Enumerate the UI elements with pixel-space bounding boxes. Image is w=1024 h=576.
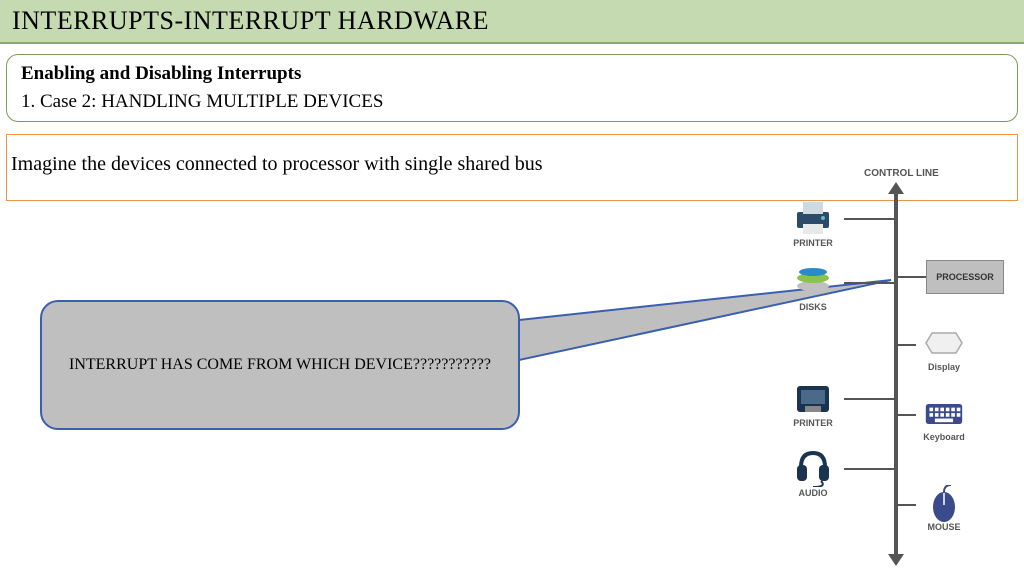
title-bar: INTERRUPTS-INTERRUPT HARDWARE (0, 0, 1024, 44)
printer-icon (791, 198, 835, 236)
keyboard-icon (924, 398, 964, 430)
device-connector (844, 282, 894, 284)
device-label: Display (914, 362, 974, 372)
disks-icon (791, 262, 835, 300)
case-line: 1. Case 2: HANDLING MULTIPLE DEVICES (21, 91, 1003, 113)
display-icon (924, 328, 964, 360)
audio-icon (791, 448, 835, 486)
printer2-icon (791, 378, 835, 416)
device-mouse: MOUSE (914, 488, 974, 532)
device-keyboard: Keyboard (914, 398, 974, 442)
device-connector (898, 414, 916, 416)
device-audio-3: AUDIO (778, 448, 848, 498)
device-connector (898, 504, 916, 506)
device-connector (844, 468, 894, 470)
callout-bubble: INTERRUPT HAS COME FROM WHICH DEVICE????… (40, 300, 520, 430)
control-line-label: CONTROL LINE (864, 168, 939, 179)
device-label: PRINTER (778, 238, 848, 248)
processor-box: PROCESSOR (926, 260, 1004, 294)
device-label: PRINTER (778, 418, 848, 428)
device-connector (898, 344, 916, 346)
device-label: MOUSE (914, 522, 974, 532)
device-label: Keyboard (914, 432, 974, 442)
bus-arrow-down-icon (888, 554, 904, 566)
sub-heading-box: Enabling and Disabling Interrupts 1. Cas… (6, 54, 1018, 122)
device-disks-1: DISKS (778, 262, 848, 312)
callout-text: INTERRUPT HAS COME FROM WHICH DEVICE????… (69, 356, 491, 374)
device-label: AUDIO (778, 488, 848, 498)
mouse-icon (924, 488, 964, 520)
device-label: DISKS (778, 302, 848, 312)
device-printer-0: PRINTER (778, 198, 848, 248)
device-display: Display (914, 328, 974, 372)
device-connector (844, 218, 894, 220)
sub-heading: Enabling and Disabling Interrupts (21, 63, 1003, 85)
processor-label: PROCESSOR (936, 272, 994, 282)
device-connector (844, 398, 894, 400)
bus-diagram: CONTROL LINE PROCESSOR PRINTER DISKS PRINT… (754, 170, 1014, 560)
processor-connector (898, 276, 926, 278)
page-title: INTERRUPTS-INTERRUPT HARDWARE (12, 6, 1012, 36)
device-printer-2: PRINTER (778, 378, 848, 428)
